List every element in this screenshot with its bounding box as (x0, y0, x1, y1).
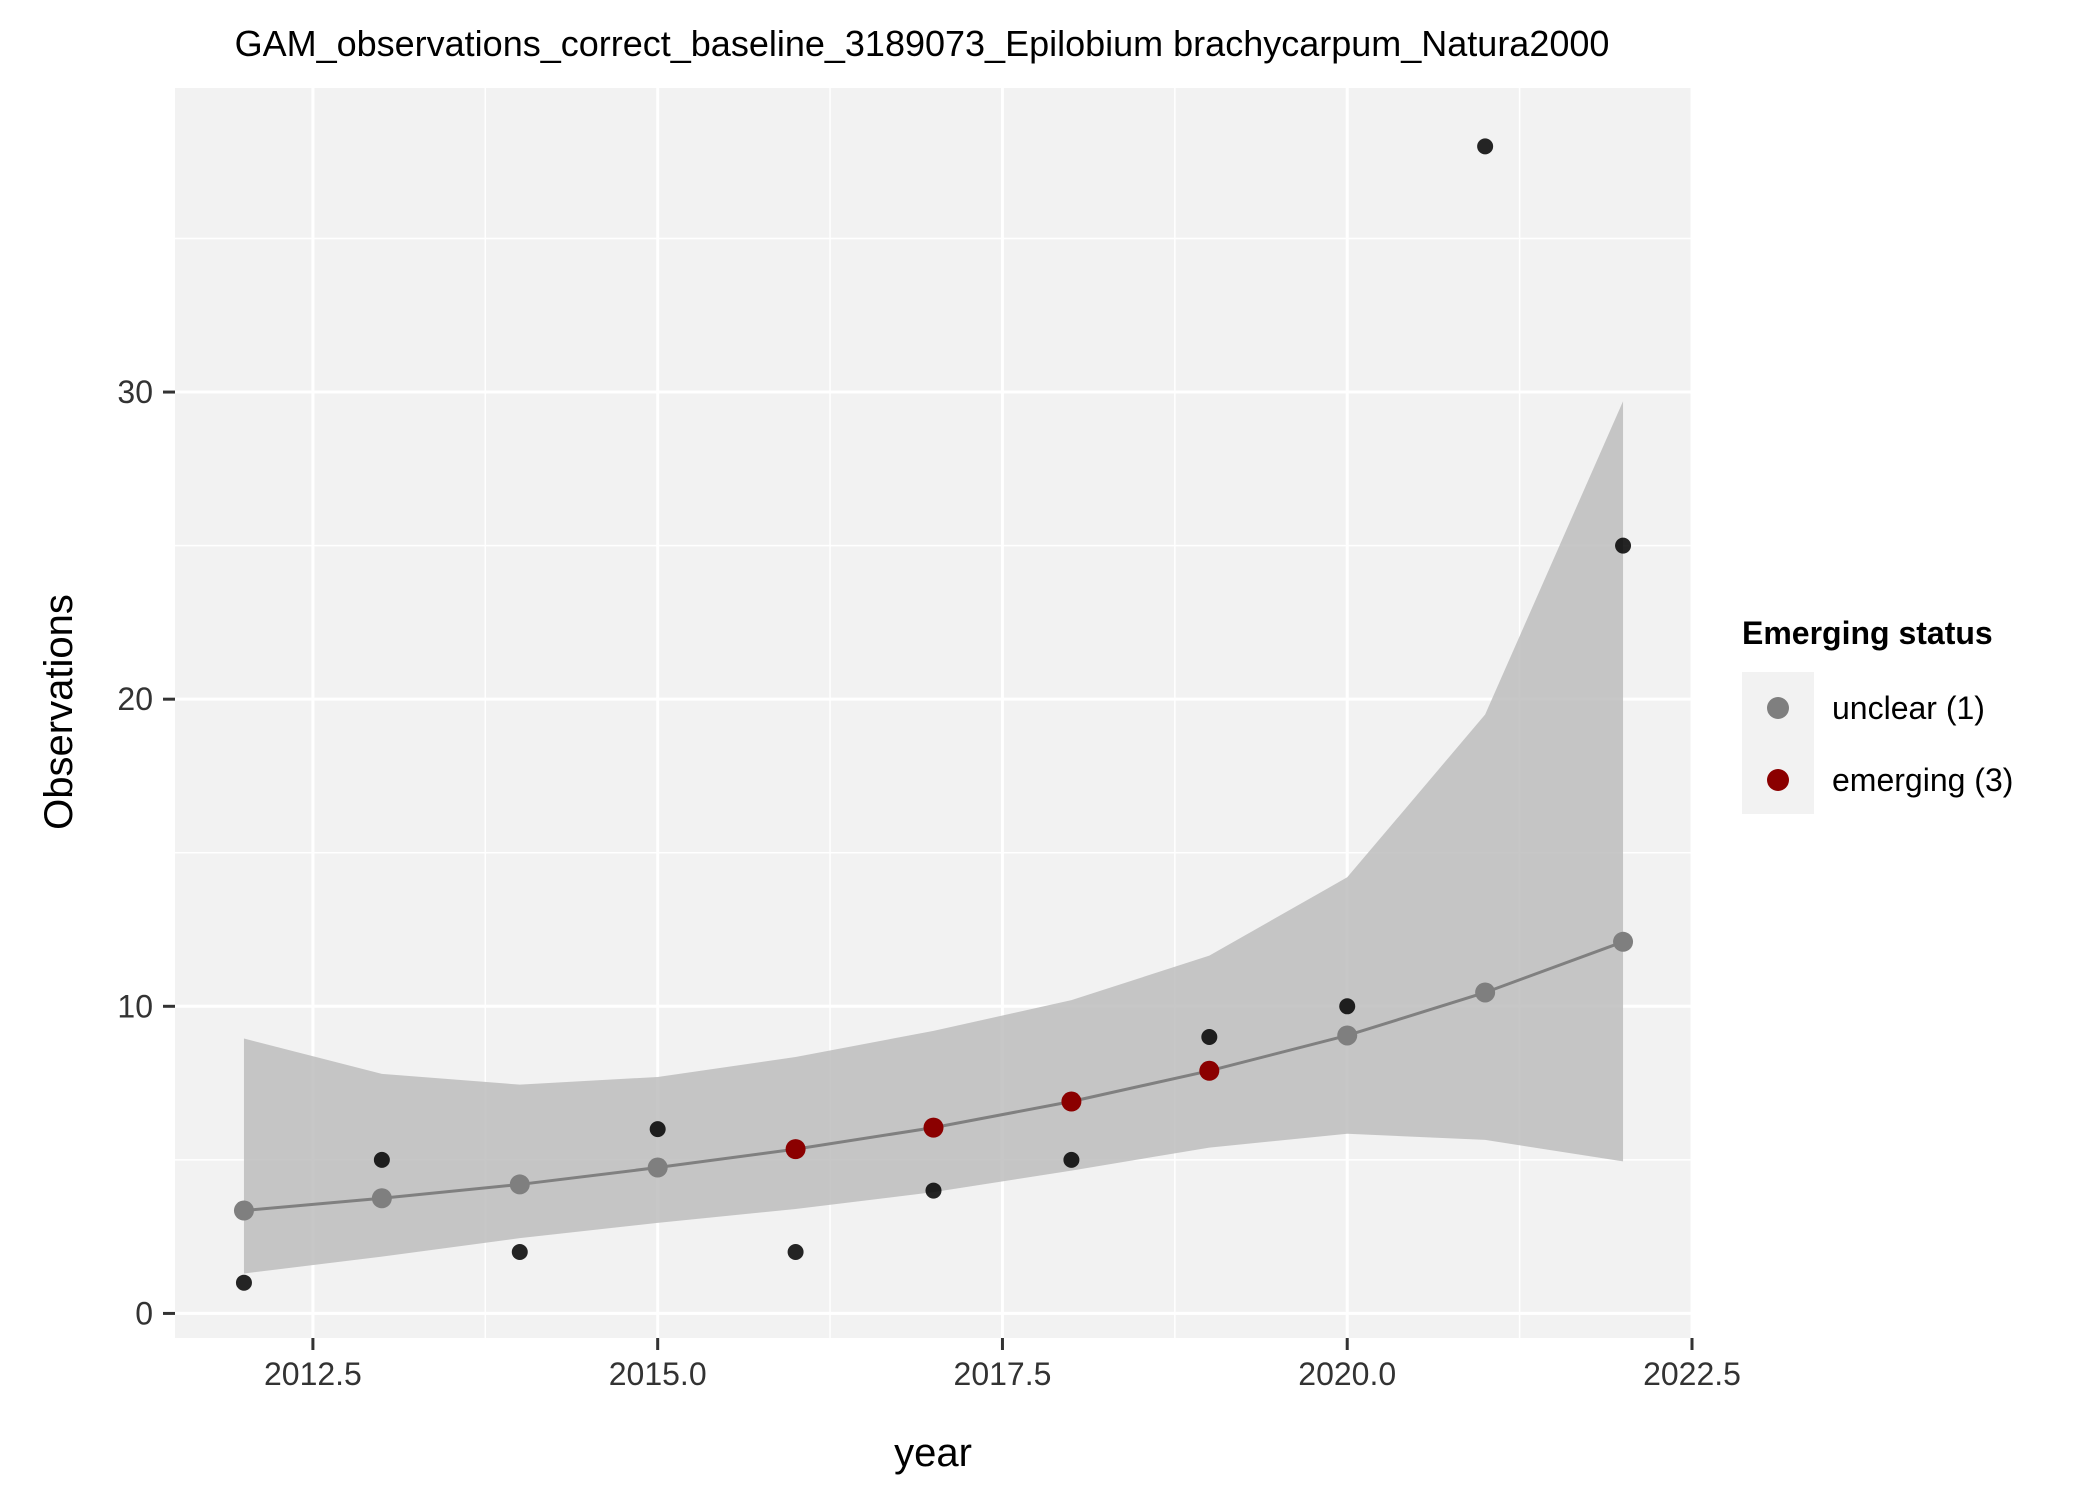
legend-label: emerging (3) (1832, 762, 2013, 798)
legend-key (1767, 697, 1789, 719)
observed-point (1615, 537, 1632, 554)
legend-key (1767, 769, 1789, 791)
observed-point (1201, 1029, 1218, 1046)
legend-title: Emerging status (1742, 615, 1993, 651)
y-tick-label: 0 (135, 1295, 153, 1331)
confidence-band (243, 401, 1624, 1274)
legend: Emerging status unclear (1) emerging (3) (1742, 615, 2013, 814)
x-tick-label: 2015.0 (609, 1356, 707, 1392)
y-axis-title: Observations (37, 594, 81, 830)
gam-fit-point (647, 1157, 668, 1178)
gam-fit-point (1337, 1025, 1358, 1046)
x-axis-title: year (894, 1431, 972, 1475)
gam-fit-point (233, 1200, 254, 1221)
legend-entries: unclear (1) emerging (3) (1767, 690, 2013, 798)
y-tick-label: 20 (117, 681, 153, 717)
gam-fit-point (923, 1117, 944, 1138)
observed-point (1063, 1151, 1080, 1168)
y-tick-label: 30 (117, 374, 153, 410)
x-tick-label: 2022.5 (1643, 1356, 1741, 1392)
x-tick-label: 2020.0 (1298, 1356, 1396, 1392)
gam-fit-point (1475, 982, 1496, 1003)
observed-point (1477, 138, 1494, 155)
axes: 2012.5 2015.0 2017.5 2020.0 2022.5 0 10 20 30 (117, 374, 1741, 1392)
observed-point (649, 1121, 666, 1138)
confidence-band-layer (243, 401, 1624, 1274)
observed-point (787, 1244, 804, 1261)
chart-title: GAM_observations_correct_baseline_318907… (235, 23, 1610, 64)
gam-fit-point (1199, 1060, 1220, 1081)
gam-fit-point (371, 1188, 392, 1209)
observed-point (235, 1274, 252, 1291)
gam-fit-point (1613, 931, 1634, 952)
x-tick-label: 2017.5 (954, 1356, 1052, 1392)
y-tick-label: 10 (117, 988, 153, 1024)
gam-fit-point (509, 1174, 530, 1195)
observed-points-layer (235, 138, 1632, 1291)
observed-point (511, 1244, 528, 1261)
observed-point (1339, 998, 1356, 1015)
observed-point (373, 1151, 390, 1168)
legend-label: unclear (1) (1832, 690, 1985, 726)
gam-fit-point (1061, 1091, 1082, 1112)
observed-point (925, 1182, 942, 1199)
gam-fit-point (785, 1139, 806, 1160)
gam-fit-points-layer (233, 931, 1634, 1221)
x-tick-label: 2012.5 (264, 1356, 362, 1392)
legend-key-background (1742, 672, 1814, 814)
